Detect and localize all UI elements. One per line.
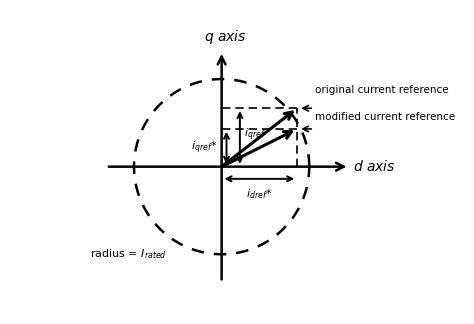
Text: original current reference: original current reference — [315, 85, 449, 95]
Text: modified current reference: modified current reference — [315, 112, 456, 122]
Text: radius = $I_{rated}$: radius = $I_{rated}$ — [90, 248, 167, 261]
Text: $i_{qref}$: $i_{qref}$ — [244, 126, 265, 143]
Text: $d$ axis: $d$ axis — [353, 159, 396, 174]
Text: $i_{qref}$*: $i_{qref}$* — [191, 140, 218, 156]
Text: $q$ axis: $q$ axis — [204, 28, 246, 46]
Text: $i_{dref}$*: $i_{dref}$* — [246, 187, 273, 201]
